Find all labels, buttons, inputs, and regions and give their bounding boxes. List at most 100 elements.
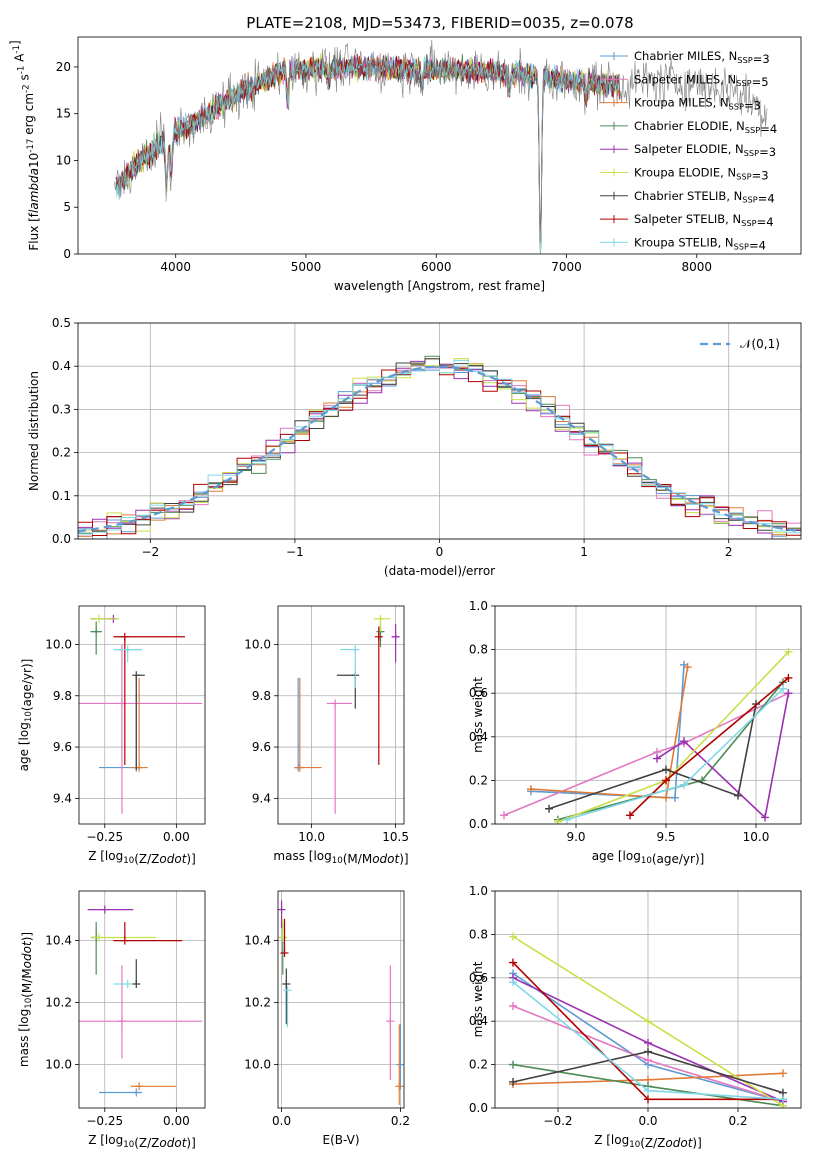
mass-weight-marker (653, 754, 661, 763)
text-run: Kroupa STELIB, N (634, 235, 734, 249)
y-tick-label: 20 (56, 60, 71, 74)
axes-frame (277, 605, 405, 825)
y-axis-label: mass weight (471, 961, 485, 1037)
text-run: Kroupa MILES, N (634, 96, 729, 110)
error-bar-point (130, 677, 148, 772)
text-run: E(B-V) (322, 1133, 359, 1147)
legend-entry: Chabrier MILES, NSSP=3 (634, 49, 770, 66)
text-run: odot (372, 852, 400, 866)
mass-weight-marker (644, 1017, 652, 1026)
subscript: 10 (123, 856, 134, 866)
x-tick-label: 0.2 (728, 1114, 747, 1128)
y-tick-label: 10.0 (244, 637, 271, 651)
y-axis-label: Flux [flambda10-17 erg cm-2 s-1 A-1] (8, 40, 41, 250)
subscript: SSP (745, 125, 760, 135)
subscript: SSP (729, 101, 744, 111)
x-tick-label: 4000 (160, 260, 191, 274)
text-run: odot (20, 940, 34, 968)
y-tick-label: 10.4 (244, 934, 271, 948)
text-run: odot (665, 1136, 693, 1150)
y-tick-label: 9.6 (252, 740, 271, 754)
x-tick-label: 6000 (421, 260, 452, 274)
error-bar-point (396, 1024, 404, 1090)
error-bar-point (278, 900, 286, 929)
mass-weight-marker (779, 1069, 787, 1078)
mass-weight-marker (545, 804, 553, 813)
mass-weight-marker (734, 791, 742, 800)
x-tick-label: 9.0 (566, 830, 585, 844)
legend-entry: Chabrier ELODIE, NSSP=4 (634, 119, 777, 136)
y-axis-label: Normed distribution (27, 371, 41, 491)
subscript: 10 (629, 1140, 640, 1150)
x-tick-label: 10.0 (298, 830, 325, 844)
mass-weight-line (530, 666, 689, 799)
error-bar-point (386, 965, 395, 1081)
text-run: s (17, 74, 31, 84)
axes-mass-vs-ebv: 0.0 0.2 10.0 10.2 10.4 E(B-V) (244, 890, 410, 1147)
legend-entry: Salpeter MILES, NSSP=5 (634, 72, 769, 89)
axes-weight-vs-z: −0.2 0.0 0.2 0.0 0.2 0.4 0.6 0.8 1.0 Z [log10(Z/Z… (469, 884, 802, 1150)
error-bar-point (79, 644, 203, 814)
error-bar-point (113, 632, 185, 766)
mass-weight-marker (509, 1060, 517, 1069)
y-tick-label: 10.0 (45, 637, 72, 651)
mass-weight-line (557, 681, 784, 821)
text-run: Kroupa ELODIE, N (634, 166, 736, 180)
axes-frame (77, 322, 802, 540)
y-tick-label: 10.0 (45, 1058, 72, 1072)
y-tick-label: 0.0 (52, 532, 71, 546)
text-run: (data-model)/error (384, 564, 495, 578)
error-bar-point (90, 933, 157, 942)
x-tick-label: −0.25 (86, 830, 123, 844)
y-tick-label: 5 (63, 200, 71, 214)
text-run: )] (399, 852, 408, 866)
y-axis-label: mass weight (471, 677, 485, 753)
plot-area (78, 355, 801, 539)
legend-entry: Kroupa MILES, NSSP=3 (634, 96, 761, 113)
error-bar-point (132, 671, 145, 771)
y-axis-label: age [log10(age/yr)] (17, 659, 34, 772)
y-tick-label: 0.6 (469, 686, 488, 700)
mass-weight-marker (680, 737, 688, 746)
mass-weight-marker (509, 978, 517, 987)
text-run: odot (159, 852, 187, 866)
x-tick-label: −2 (141, 545, 159, 559)
mass-weight-line (530, 664, 685, 799)
mass-weight-marker (509, 1002, 517, 1011)
y-tick-label: 1.0 (469, 599, 488, 613)
y-tick-label: 0.4 (469, 1014, 488, 1028)
error-bar-point (280, 918, 289, 957)
x-axis-label: (data-model)/error (384, 564, 495, 578)
text-run: =3 (753, 52, 770, 66)
x-tick-label: 0.00 (163, 830, 190, 844)
subscript: SSP (736, 78, 751, 88)
error-bar-point (373, 614, 391, 632)
x-tick-label: 0 (436, 545, 444, 559)
mass-weight-marker (662, 793, 670, 802)
x-tick-label: 10.0 (743, 830, 770, 844)
axes-weight-vs-age: 9.0 9.5 10.0 0.0 0.2 0.4 0.6 0.8 1.0 age [log10(a… (469, 599, 802, 866)
text-run: =3 (744, 98, 761, 112)
x-tick-label: 0.0 (272, 1114, 291, 1128)
y-tick-label: 10 (56, 153, 71, 167)
text-run: wavelength [Angstrom, rest frame] (334, 279, 545, 293)
error-bar-point (113, 922, 183, 945)
text-run: Z [log (594, 1133, 629, 1147)
x-tick-label: 9.5 (656, 830, 675, 844)
x-tick-label: 0.00 (163, 1114, 190, 1128)
y-tick-label: 0.6 (469, 971, 488, 985)
error-bar-point (79, 965, 203, 1059)
text-run: =3 (752, 168, 769, 182)
plot-area (278, 900, 404, 1105)
axes-frame (77, 36, 802, 255)
figure-title: PLATE=2108, MJD=53473, FIBERID=0035, z=0… (246, 14, 633, 32)
mass-weight-marker (563, 815, 571, 824)
mass-weight-marker (644, 1047, 652, 1056)
mass-weight-marker (644, 1095, 652, 1104)
mass-weight-line (656, 693, 790, 820)
y-tick-label: 0 (63, 247, 71, 261)
text-run: =4 (749, 238, 766, 252)
axes-age-vs-mass: 10.0 10.5 9.4 9.6 9.8 10.0 mass [log10(M/Modot… (244, 605, 409, 866)
mass-weight-marker (644, 1056, 652, 1065)
y-tick-label: 0.0 (469, 1101, 488, 1115)
